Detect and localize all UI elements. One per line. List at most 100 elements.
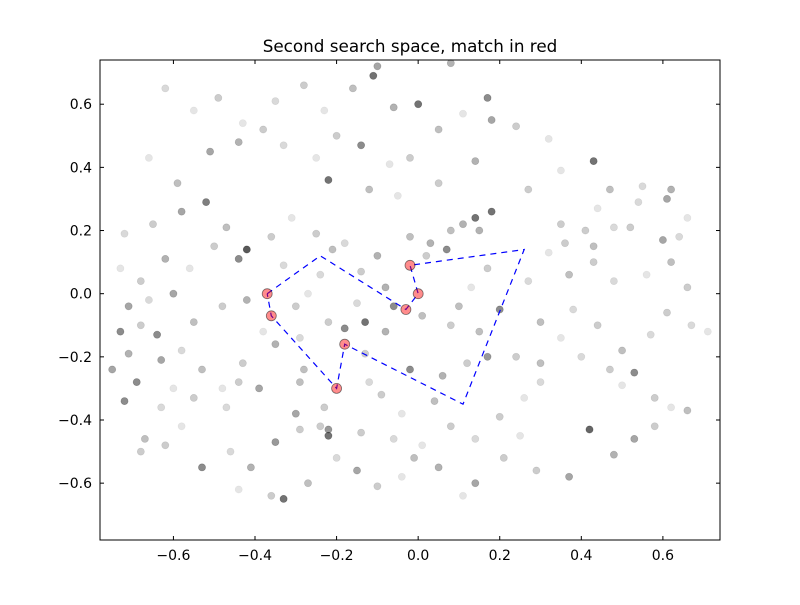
background-point — [459, 109, 467, 118]
background-point — [234, 485, 243, 494]
x-tick-label: 0.2 — [489, 548, 511, 564]
match-point — [339, 338, 351, 350]
background-point — [389, 434, 398, 443]
background-point — [454, 302, 463, 311]
background-point — [471, 479, 480, 488]
background-point — [606, 185, 614, 194]
background-point — [471, 213, 480, 222]
background-point — [381, 327, 390, 336]
y-tick-label: −0.6 — [58, 476, 92, 492]
background-point — [177, 346, 186, 355]
background-point — [304, 289, 312, 298]
background-point — [234, 138, 243, 146]
background-point — [467, 283, 476, 292]
match-polygon-line — [266, 248, 526, 406]
background-point — [328, 245, 337, 254]
background-point — [495, 412, 504, 421]
background-point — [157, 356, 166, 364]
background-point — [124, 349, 133, 358]
background-point — [593, 321, 602, 330]
background-point — [246, 463, 255, 472]
background-point — [610, 223, 618, 232]
background-point — [316, 270, 325, 279]
background-point — [177, 207, 186, 216]
background-point — [361, 318, 369, 326]
y-axis: −0.6 −0.4 −0.2 0.0 0.2 0.4 0.6 — [58, 97, 720, 492]
background-point — [312, 229, 321, 238]
background-point — [136, 321, 145, 330]
background-point — [189, 393, 198, 402]
background-point — [365, 185, 374, 194]
background-point — [206, 147, 214, 156]
background-point — [140, 434, 149, 443]
y-tick-label: 0.0 — [70, 287, 92, 303]
background-point — [185, 264, 194, 273]
background-point — [610, 277, 618, 285]
background-point — [234, 378, 243, 386]
background-point — [316, 422, 325, 431]
background-point — [198, 365, 206, 374]
background-point — [373, 62, 382, 71]
background-point — [630, 434, 639, 443]
background-point — [324, 425, 333, 434]
background-point — [544, 134, 553, 143]
background-point — [324, 318, 333, 326]
background-point — [357, 428, 365, 437]
background-point — [516, 431, 524, 440]
background-point — [483, 264, 492, 273]
match-point — [265, 310, 277, 322]
background-point — [226, 447, 235, 456]
background-point — [287, 213, 296, 222]
background-point — [459, 220, 467, 229]
background-point — [544, 248, 553, 257]
background-point — [410, 453, 418, 462]
background-point — [332, 453, 341, 462]
background-point — [438, 371, 447, 380]
background-point — [442, 245, 451, 254]
background-point — [161, 254, 170, 263]
background-point — [557, 333, 565, 342]
background-point — [202, 198, 210, 206]
background-point — [218, 384, 227, 393]
background-point — [536, 359, 545, 368]
background-point — [512, 122, 520, 131]
background-point — [397, 409, 406, 418]
x-tick-label: 0.4 — [570, 548, 592, 564]
background-point — [169, 289, 178, 298]
background-point — [630, 368, 639, 377]
plot-area — [100, 60, 720, 540]
background-point — [222, 223, 231, 232]
background-point — [385, 160, 394, 169]
background-point — [434, 179, 443, 188]
background-point — [279, 141, 288, 150]
background-point — [189, 106, 198, 115]
background-point — [169, 384, 178, 393]
y-tick-label: −0.4 — [58, 413, 92, 429]
background-point — [422, 251, 431, 260]
background-point — [369, 71, 378, 80]
match-point — [412, 288, 424, 300]
x-tick-label: −0.4 — [238, 548, 272, 564]
plot-frame — [99, 59, 721, 541]
background-point — [295, 425, 304, 434]
background-point — [483, 94, 492, 102]
background-point — [324, 176, 333, 184]
background-point — [589, 258, 598, 266]
background-point — [646, 330, 655, 339]
background-point — [357, 141, 365, 150]
background-point — [434, 125, 443, 134]
background-point — [357, 267, 365, 276]
background-point — [589, 242, 598, 251]
background-point — [418, 441, 427, 450]
background-point — [589, 157, 598, 165]
background-point — [483, 352, 492, 361]
background-point — [222, 403, 231, 412]
background-point — [348, 84, 357, 93]
y-tick-label: 0.2 — [70, 224, 92, 240]
background-point — [218, 302, 227, 311]
background-point — [377, 390, 386, 399]
background-point — [675, 232, 684, 241]
background-point — [471, 434, 480, 443]
background-point — [406, 153, 414, 162]
background-point — [667, 185, 675, 194]
